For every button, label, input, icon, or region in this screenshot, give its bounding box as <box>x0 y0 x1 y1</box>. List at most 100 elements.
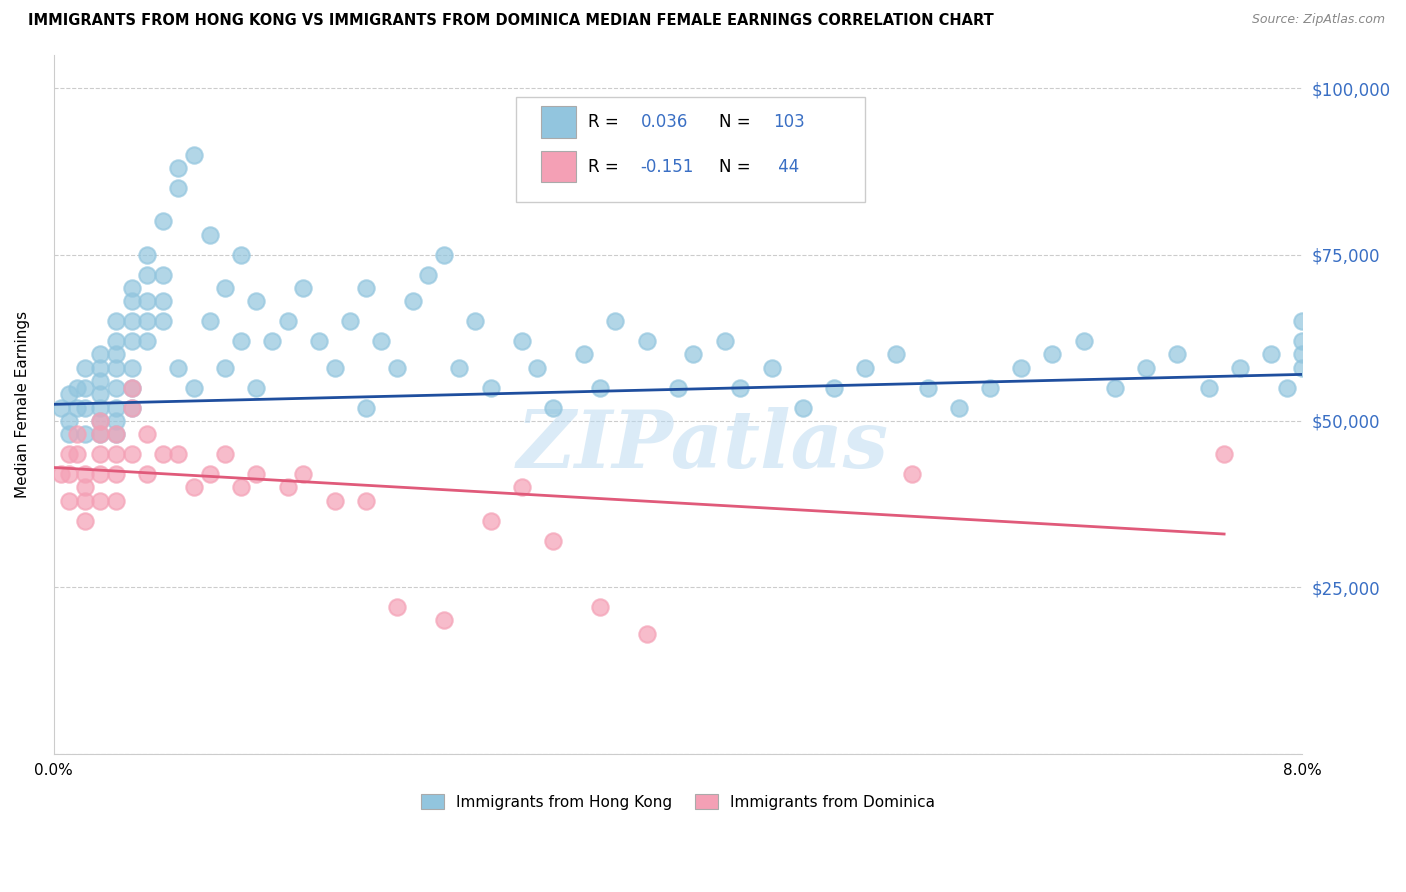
Point <box>1291 334 1313 348</box>
Point <box>886 347 908 361</box>
Point <box>292 467 315 482</box>
Point <box>89 374 111 388</box>
Point <box>354 401 377 415</box>
Point <box>152 214 174 228</box>
Point <box>89 414 111 428</box>
Point <box>198 314 221 328</box>
FancyBboxPatch shape <box>540 151 575 182</box>
Point <box>823 381 845 395</box>
Point <box>589 600 612 615</box>
Point <box>121 381 143 395</box>
Point <box>183 148 205 162</box>
Point <box>183 480 205 494</box>
Point <box>105 427 128 442</box>
Point <box>73 480 96 494</box>
Point <box>323 360 346 375</box>
Point <box>214 447 236 461</box>
Text: R =: R = <box>588 158 624 176</box>
Point <box>121 401 143 415</box>
Point <box>792 401 814 415</box>
Point <box>917 381 939 395</box>
Point <box>73 493 96 508</box>
Point <box>1213 447 1236 461</box>
Text: 0.036: 0.036 <box>640 112 688 131</box>
Point <box>105 334 128 348</box>
Point <box>385 360 408 375</box>
Point <box>121 281 143 295</box>
Point <box>152 268 174 282</box>
Point <box>51 467 73 482</box>
Point <box>66 447 89 461</box>
Point <box>1073 334 1095 348</box>
Point <box>121 314 143 328</box>
Point <box>541 533 564 548</box>
Point <box>464 314 486 328</box>
Point <box>66 427 89 442</box>
Point <box>214 360 236 375</box>
Point <box>1260 347 1282 361</box>
Point <box>136 294 159 309</box>
Point <box>370 334 392 348</box>
Point <box>433 248 456 262</box>
Point <box>713 334 735 348</box>
Point <box>183 381 205 395</box>
Point <box>152 314 174 328</box>
Point <box>136 427 159 442</box>
Point <box>229 480 252 494</box>
Point <box>105 401 128 415</box>
Text: 44: 44 <box>773 158 799 176</box>
Point <box>229 334 252 348</box>
Point <box>66 401 89 415</box>
Point <box>682 347 704 361</box>
Point <box>354 281 377 295</box>
Text: R =: R = <box>588 112 624 131</box>
Point <box>979 381 1001 395</box>
Point <box>58 493 80 508</box>
Point <box>105 467 128 482</box>
Point <box>510 480 533 494</box>
Point <box>1135 360 1157 375</box>
Point <box>479 514 502 528</box>
Point <box>105 427 128 442</box>
Point <box>105 314 128 328</box>
Point <box>73 401 96 415</box>
Point <box>666 381 689 395</box>
Point <box>1104 381 1126 395</box>
Point <box>89 493 111 508</box>
Point <box>401 294 423 309</box>
Point <box>277 480 299 494</box>
Point <box>89 414 111 428</box>
Point <box>901 467 924 482</box>
Point <box>121 447 143 461</box>
Point <box>214 281 236 295</box>
Point <box>105 360 128 375</box>
Point <box>636 334 658 348</box>
Point <box>198 227 221 242</box>
Point <box>105 347 128 361</box>
Point <box>89 347 111 361</box>
Text: -0.151: -0.151 <box>640 158 693 176</box>
Point <box>89 360 111 375</box>
Point <box>152 447 174 461</box>
Point <box>89 401 111 415</box>
Point <box>105 493 128 508</box>
Point <box>433 614 456 628</box>
FancyBboxPatch shape <box>516 97 865 202</box>
Point <box>89 427 111 442</box>
Point <box>948 401 970 415</box>
Point <box>89 467 111 482</box>
Point <box>105 414 128 428</box>
Point <box>1042 347 1064 361</box>
Point <box>1291 347 1313 361</box>
Point <box>1291 360 1313 375</box>
Point <box>121 294 143 309</box>
Point <box>418 268 440 282</box>
Point <box>73 360 96 375</box>
Point <box>245 467 267 482</box>
Point <box>1166 347 1188 361</box>
Point <box>136 467 159 482</box>
Point <box>58 427 80 442</box>
Point <box>105 447 128 461</box>
Legend: Immigrants from Hong Kong, Immigrants from Dominica: Immigrants from Hong Kong, Immigrants fr… <box>415 788 941 815</box>
Point <box>308 334 330 348</box>
